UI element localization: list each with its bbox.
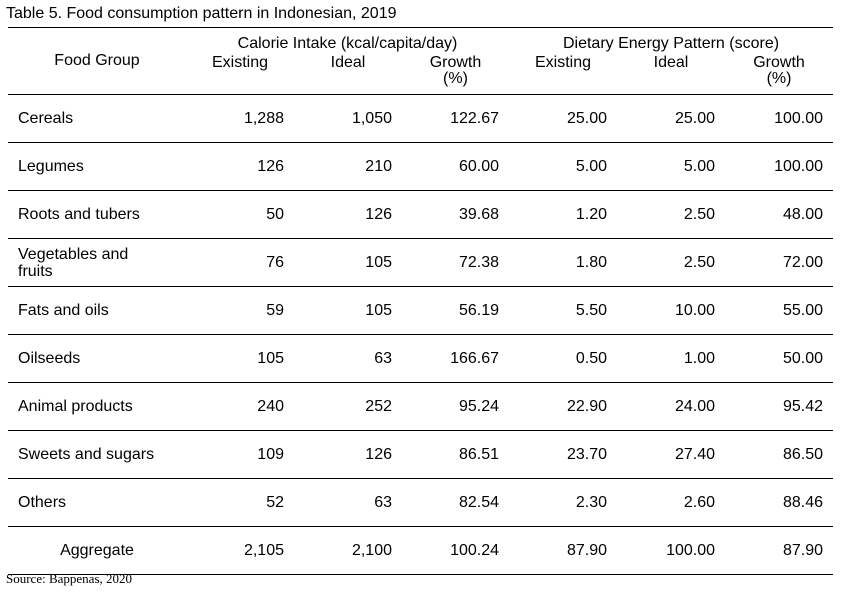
en-existing-header: Existing [509,55,617,95]
en-growth-cell: 55.00 [725,286,834,335]
food-group-cell: Fats and oils [8,286,186,335]
cal-ideal-cell: 1,050 [294,94,402,143]
en-growth-cell: 86.50 [725,430,834,479]
source-note: Source: Bappenas, 2020 [6,571,133,586]
table-row: Others 52 63 82.54 2.30 2.60 88.46 [8,478,834,527]
en-existing-cell: 5.00 [509,142,617,191]
table-row: Roots and tubers 50 126 39.68 1.20 2.50 … [8,190,834,239]
en-existing-cell: 1.80 [509,238,617,287]
en-ideal-header: Ideal [617,55,725,95]
cal-existing-cell: 52 [186,478,294,527]
food-group-cell: Legumes [8,142,186,191]
cal-growth-cell: 166.67 [402,334,509,383]
en-ideal-cell: 1.00 [617,334,725,383]
cal-growth-cell: 122.67 [402,94,509,143]
cal-growth-unit: (%) [443,70,468,87]
cal-growth-cell: 39.68 [402,190,509,239]
table-row: Cereals 1,288 1,050 122.67 25.00 25.00 1… [8,94,834,143]
cal-growth-cell: 82.54 [402,478,509,527]
en-ideal-cell: 10.00 [617,286,725,335]
cal-existing-cell: 105 [186,334,294,383]
table-row: Fats and oils 59 105 56.19 5.50 10.00 55… [8,286,834,335]
food-group-cell: Oilseeds [8,334,186,383]
cal-ideal-cell: 126 [294,430,402,479]
food-group-cell: Animal products [8,382,186,431]
table-row: Animal products 240 252 95.24 22.90 24.0… [8,382,834,431]
table-row: Legumes 126 210 60.00 5.00 5.00 100.00 [8,142,834,191]
cal-existing-cell: 240 [186,382,294,431]
en-ideal-cell: 27.40 [617,430,725,479]
food-group-cell: Sweets and sugars [8,430,186,479]
en-growth-header: Growth (%) [725,54,834,95]
cal-existing-cell: 2,105 [186,526,294,575]
cal-existing-cell: 1,288 [186,94,294,143]
cal-growth-cell: 60.00 [402,142,509,191]
cal-growth-cell: 72.38 [402,238,509,287]
calorie-intake-header: Calorie Intake (kcal/capita/day) [186,27,509,55]
food-group-cell: Others [8,478,186,527]
en-existing-cell: 1.20 [509,190,617,239]
table-caption: Table 5. Food consumption pattern in Ind… [6,5,397,22]
cal-ideal-cell: 63 [294,478,402,527]
cal-ideal-header: Ideal [294,55,402,95]
cal-growth-cell: 100.24 [402,526,509,575]
table-row: Sweets and sugars 109 126 86.51 23.70 27… [8,430,834,479]
en-growth-label: Growth [753,54,805,71]
en-growth-cell: 95.42 [725,382,834,431]
cal-ideal-cell: 210 [294,142,402,191]
cal-existing-cell: 76 [186,238,294,287]
en-growth-cell: 100.00 [725,142,834,191]
en-growth-cell: 50.00 [725,334,834,383]
table-row: Vegetables and fruits 76 105 72.38 1.80 … [8,238,834,287]
cal-existing-cell: 126 [186,142,294,191]
en-existing-cell: 5.50 [509,286,617,335]
cal-growth-label: Growth [429,54,482,71]
cal-growth-cell: 95.24 [402,382,509,431]
en-growth-cell: 72.00 [725,238,834,287]
aggregate-label: Aggregate [8,526,186,575]
calorie-intake-label: Calorie Intake (kcal/capita/day) [237,35,458,52]
en-ideal-cell: 2.50 [617,238,725,287]
en-ideal-cell: 2.50 [617,190,725,239]
cal-growth-cell: 56.19 [402,286,509,335]
food-group-cell: Cereals [8,94,186,143]
en-ideal-cell: 5.00 [617,142,725,191]
cal-ideal-cell: 105 [294,286,402,335]
en-existing-cell: 0.50 [509,334,617,383]
en-existing-cell: 22.90 [509,382,617,431]
en-ideal-cell: 25.00 [617,94,725,143]
en-growth-cell: 100.00 [725,94,834,143]
cal-ideal-cell: 252 [294,382,402,431]
food-group-cell: Vegetables and fruits [8,238,186,287]
en-existing-cell: 87.90 [509,526,617,575]
food-consumption-table: Food Group Calorie Intake (kcal/capita/d… [8,27,834,575]
en-existing-cell: 2.30 [509,478,617,527]
en-growth-cell: 88.46 [725,478,834,527]
en-ideal-cell: 100.00 [617,526,725,575]
en-growth-cell: 48.00 [725,190,834,239]
dietary-energy-label: Dietary Energy Pattern (score) [562,35,780,52]
cal-existing-cell: 109 [186,430,294,479]
cal-existing-header: Existing [186,55,294,95]
en-existing-cell: 23.70 [509,430,617,479]
en-growth-unit: (%) [766,70,792,87]
aggregate-row: Aggregate 2,105 2,100 100.24 87.90 100.0… [8,526,834,575]
cal-existing-cell: 59 [186,286,294,335]
en-growth-cell: 87.90 [725,526,834,575]
en-ideal-cell: 24.00 [617,382,725,431]
table-row: Oilseeds 105 63 166.67 0.50 1.00 50.00 [8,334,834,383]
en-ideal-cell: 2.60 [617,478,725,527]
cal-growth-header: Growth (%) [402,55,509,95]
cal-ideal-cell: 63 [294,334,402,383]
cal-ideal-cell: 2,100 [294,526,402,575]
en-existing-cell: 25.00 [509,94,617,143]
food-group-cell: Roots and tubers [8,190,186,239]
food-group-header: Food Group [8,27,186,95]
food-group-label: Vegetables and fruits [18,245,129,280]
cal-ideal-cell: 126 [294,190,402,239]
cal-growth-cell: 86.51 [402,430,509,479]
cal-existing-cell: 50 [186,190,294,239]
cal-ideal-cell: 105 [294,238,402,287]
dietary-energy-header: Dietary Energy Pattern (score) [509,27,834,55]
